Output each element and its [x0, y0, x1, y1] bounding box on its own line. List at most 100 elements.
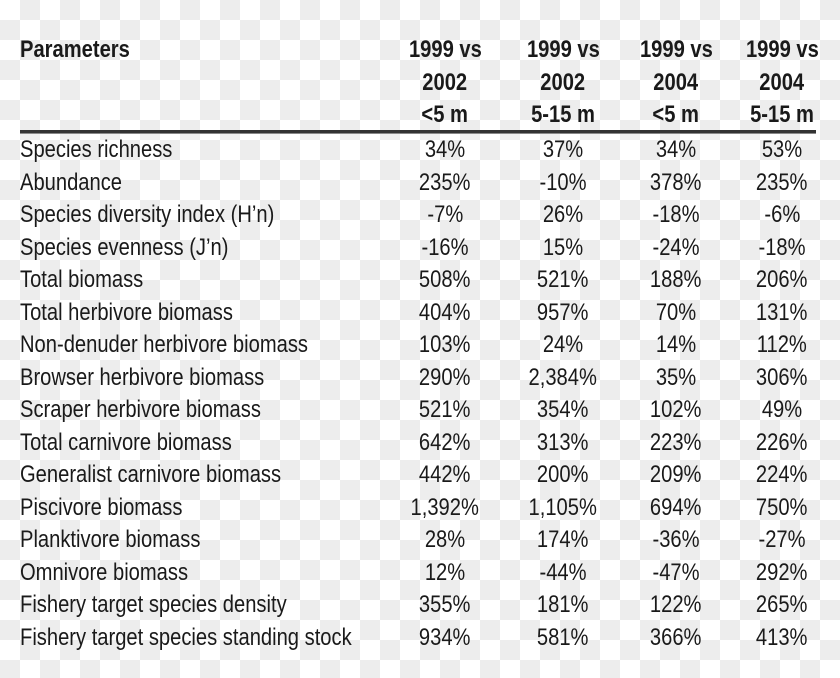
table-cell-text: 694%	[650, 493, 702, 521]
table-cell-text: 14%	[655, 331, 697, 358]
table-cell: 35%	[606, 362, 746, 394]
row-label-text: Total biomass	[20, 266, 144, 293]
column-header-1: <5 m	[375, 99, 515, 131]
table-cell: 34%	[375, 134, 515, 166]
column-header-2-text: 2002	[540, 68, 586, 96]
table-cell: 112%	[712, 329, 840, 361]
table-cell-text: -18%	[652, 201, 700, 228]
table-cell: 508%	[375, 264, 515, 296]
row-label: Abundance	[20, 167, 141, 199]
column-header-3-text: 1999 vs	[639, 36, 713, 63]
table-cell-text: 15%	[542, 233, 584, 261]
table-cell-text: 70%	[655, 298, 697, 326]
table-cell: 206%	[712, 264, 840, 296]
column-header-1: 1999 vs	[375, 34, 515, 66]
row-label-text: Total herbivore biomass	[20, 298, 233, 326]
table-cell-text: 181%	[537, 591, 589, 618]
table-cell-text: 581%	[537, 623, 589, 651]
column-header-4-text: 5-15 m	[750, 101, 814, 128]
table-cell-text: 1,392%	[410, 493, 480, 521]
table-cell: 313%	[493, 427, 633, 459]
row-label-text: Abundance	[20, 168, 123, 196]
table-cell: 642%	[375, 427, 515, 459]
table-cell-text: 442%	[419, 461, 471, 488]
table-cell: 581%	[493, 622, 633, 654]
row-label: Species richness	[20, 134, 201, 166]
table-cell: 34%	[606, 134, 746, 166]
table-cell-text: 313%	[537, 428, 589, 456]
table-cell-text: 354%	[537, 396, 589, 423]
table-cell-text: 235%	[419, 168, 471, 196]
table-cell: 209%	[606, 459, 746, 491]
table-cell: 521%	[375, 394, 515, 426]
column-header-2: 5-15 m	[493, 99, 633, 131]
table-cell: -7%	[375, 199, 515, 231]
row-label-text: Species evenness (J’n)	[20, 233, 229, 261]
table-cell-text: 174%	[537, 526, 589, 553]
table-cell-text: 957%	[537, 298, 589, 326]
row-label: Omnivore biomass	[20, 557, 220, 589]
table-cell-text: 404%	[419, 298, 471, 326]
column-header-3-text: 2004	[653, 68, 699, 96]
table-cell: -16%	[375, 232, 515, 264]
table-cell: 2,384%	[493, 362, 633, 394]
column-header-3: <5 m	[606, 99, 746, 131]
table-cell: 49%	[712, 394, 840, 426]
column-header-1-text: <5 m	[421, 101, 469, 128]
table-cell-text: 209%	[650, 461, 702, 488]
table-cell: 28%	[375, 524, 515, 556]
column-header-4: 1999 vs	[712, 34, 840, 66]
table-cell-text: 750%	[756, 493, 808, 521]
row-label: Fishery target species density	[20, 589, 337, 621]
table-cell-text: 235%	[756, 168, 808, 196]
table-cell: 131%	[712, 297, 840, 329]
column-header-1: 2002	[375, 67, 515, 99]
row-label-text: Species richness	[20, 136, 173, 163]
row-label-text: Piscivore biomass	[20, 493, 183, 521]
table-cell: -36%	[606, 524, 746, 556]
table-cell: 957%	[493, 297, 633, 329]
table-cell-text: 35%	[655, 363, 697, 391]
row-label-text: Fishery target species density	[20, 591, 287, 618]
table-cell: 12%	[375, 557, 515, 589]
table-cell: -18%	[712, 232, 840, 264]
table-cell-text: 292%	[756, 558, 808, 586]
table-cell: 70%	[606, 297, 746, 329]
table-cell: 750%	[712, 492, 840, 524]
table-cell-text: 34%	[655, 136, 697, 163]
table-cell-text: 1,105%	[528, 493, 598, 521]
row-label: Total herbivore biomass	[20, 297, 273, 329]
table-cell-text: 24%	[542, 331, 584, 358]
column-header-4-text: 1999 vs	[745, 36, 819, 63]
table-cell-text: 290%	[419, 363, 471, 391]
row-label-text: Planktivore biomass	[20, 526, 201, 553]
table-cell-text: 934%	[419, 623, 471, 651]
table-cell: -6%	[712, 199, 840, 231]
table-cell-text: -44%	[539, 558, 587, 586]
table-cell: 306%	[712, 362, 840, 394]
column-header-4-text: 2004	[759, 68, 805, 96]
table-cell-text: 355%	[419, 591, 471, 618]
table-cell: 37%	[493, 134, 633, 166]
table-cell-text: 223%	[650, 428, 702, 456]
row-label: Planktivore biomass	[20, 524, 235, 556]
table-cell-text: 366%	[650, 623, 702, 651]
table-cell: 102%	[606, 394, 746, 426]
table-cell-text: -27%	[758, 526, 806, 553]
row-label: Fishery target species standing stock	[20, 622, 415, 654]
row-label: Browser herbivore biomass	[20, 362, 311, 394]
table-cell: 1,392%	[375, 492, 515, 524]
row-label: Total carnivore biomass	[20, 427, 272, 459]
row-label: Species evenness (J’n)	[20, 232, 268, 264]
column-header-4: 2004	[712, 67, 840, 99]
table-cell: 355%	[375, 589, 515, 621]
table-cell-text: 265%	[756, 591, 808, 618]
column-header-3-text: <5 m	[652, 101, 700, 128]
table-cell: 413%	[712, 622, 840, 654]
table-cell-text: 521%	[537, 266, 589, 293]
table-cell-text: 224%	[756, 461, 808, 488]
table-cell-text: 206%	[756, 266, 808, 293]
table-cell-text: 34%	[424, 136, 466, 163]
row-label-text: Species diversity index (H’n)	[20, 201, 275, 228]
table-cell-text: 49%	[761, 396, 803, 423]
